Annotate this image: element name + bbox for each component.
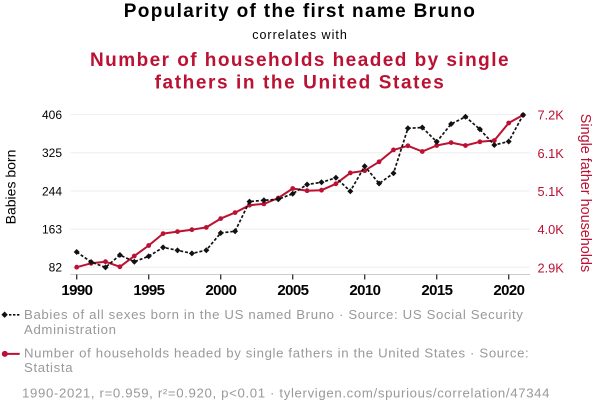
svg-text:2010: 2010 (349, 282, 380, 299)
svg-text:82: 82 (49, 261, 63, 275)
svg-text:5.1K: 5.1K (538, 184, 565, 199)
svg-text:Babies of all sexes born in th: Babies of all sexes born in the US named… (24, 307, 524, 322)
svg-text:2000: 2000 (205, 282, 236, 299)
svg-text:Popularity of the first name B: Popularity of the first name Bruno (124, 1, 476, 22)
svg-text:Administration: Administration (24, 322, 117, 337)
svg-text:Statista: Statista (24, 360, 73, 375)
svg-text:244: 244 (42, 184, 62, 198)
svg-text:1995: 1995 (133, 282, 164, 299)
svg-text:2005: 2005 (277, 282, 308, 299)
svg-text:Single father households: Single father households (577, 114, 593, 272)
svg-text:325: 325 (42, 146, 62, 160)
svg-text:correlates with: correlates with (252, 28, 348, 42)
svg-text:fathers in the United States: fathers in the United States (155, 73, 446, 94)
svg-text:2.9K: 2.9K (538, 260, 565, 275)
svg-text:Number of households headed by: Number of households headed by single fa… (24, 345, 529, 360)
svg-text:1990: 1990 (61, 282, 92, 299)
svg-text:7.2K: 7.2K (538, 108, 565, 123)
svg-text:163: 163 (42, 223, 62, 237)
svg-text:Number of households headed by: Number of households headed by single (90, 50, 510, 71)
svg-text:4.0K: 4.0K (538, 222, 565, 237)
svg-text:1990-2021, r=0.959, r²=0.920,: 1990-2021, r=0.959, r²=0.920, p<0.01 · t… (22, 385, 550, 400)
svg-text:406: 406 (42, 108, 62, 122)
svg-text:6.1K: 6.1K (538, 146, 565, 161)
svg-text:2020: 2020 (493, 282, 524, 299)
svg-text:Babies born: Babies born (2, 150, 18, 225)
svg-text:2015: 2015 (421, 282, 452, 299)
